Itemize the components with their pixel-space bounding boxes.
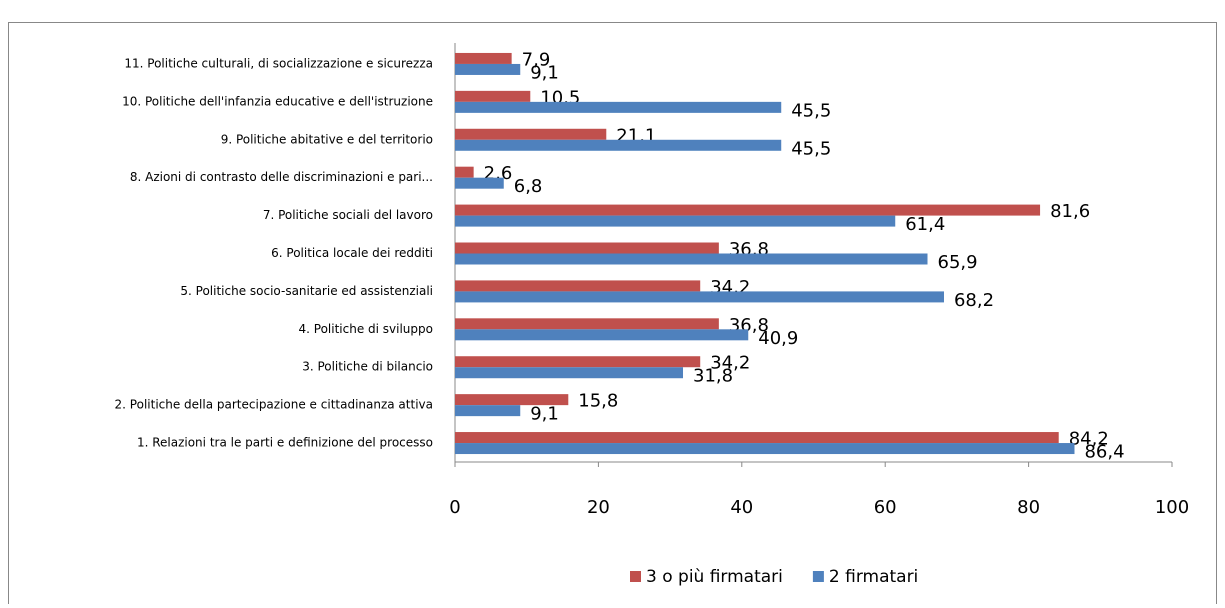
value-label: 6,8 bbox=[514, 176, 543, 197]
value-label: 84,2 bbox=[1069, 429, 1109, 450]
bar bbox=[455, 253, 928, 265]
category-label: 9. Politiche abitative e del territorio bbox=[221, 132, 433, 146]
legend-label: 2 firmatari bbox=[829, 567, 918, 587]
bar bbox=[455, 367, 684, 379]
category-label: 2. Politiche della partecipazione e citt… bbox=[115, 398, 433, 412]
value-label: 7,9 bbox=[522, 49, 551, 70]
bar bbox=[455, 101, 782, 113]
category-label: 4. Politiche di sviluppo bbox=[299, 322, 434, 336]
category-label: 6. Politica locale dei redditi bbox=[271, 246, 433, 260]
value-label: 15,8 bbox=[578, 391, 618, 412]
bar bbox=[455, 242, 719, 254]
bar bbox=[455, 356, 701, 368]
bar bbox=[455, 63, 521, 75]
value-label: 9,1 bbox=[530, 62, 559, 83]
bar bbox=[455, 139, 782, 151]
value-label: 65,9 bbox=[938, 252, 978, 273]
value-label: 68,2 bbox=[954, 290, 994, 311]
bar bbox=[455, 128, 607, 140]
legend-swatch bbox=[812, 571, 824, 582]
legend-swatch bbox=[630, 571, 641, 582]
bar bbox=[455, 318, 719, 330]
bar bbox=[455, 405, 521, 417]
bar bbox=[455, 329, 749, 341]
bar bbox=[455, 291, 944, 303]
value-label: 45,5 bbox=[791, 138, 831, 159]
bar bbox=[455, 215, 896, 227]
category-label: 3. Politiche di bilancio bbox=[302, 360, 433, 374]
bar bbox=[455, 166, 474, 178]
category-label: 1. Relazioni tra le parti e definizione … bbox=[137, 436, 433, 450]
value-label: 31,8 bbox=[693, 366, 733, 387]
value-label: 9,1 bbox=[530, 404, 559, 425]
value-label: 34,2 bbox=[710, 353, 750, 374]
legend-label: 3 o più firmatari bbox=[646, 567, 783, 587]
category-label: 5. Politiche socio-sanitarie ed assisten… bbox=[180, 284, 433, 298]
value-label: 86,4 bbox=[1084, 442, 1124, 463]
value-label: 61,4 bbox=[905, 214, 945, 235]
x-tick-label: 40 bbox=[730, 497, 753, 518]
value-label: 81,6 bbox=[1050, 201, 1090, 222]
x-tick-label: 60 bbox=[874, 497, 897, 518]
bar bbox=[455, 280, 701, 292]
x-tick-label: 80 bbox=[1017, 497, 1040, 518]
bar bbox=[455, 432, 1059, 444]
bar bbox=[455, 204, 1041, 216]
x-tick-label: 0 bbox=[449, 497, 460, 518]
x-tick-label: 100 bbox=[1155, 497, 1189, 518]
category-label: 7. Politiche sociali del lavoro bbox=[263, 208, 433, 222]
category-label: 10. Politiche dell'infanzia educative e … bbox=[122, 94, 433, 108]
x-tick-label: 20 bbox=[587, 497, 610, 518]
bar bbox=[455, 443, 1075, 455]
bar bbox=[455, 90, 531, 102]
bar bbox=[455, 177, 504, 189]
chart-frame bbox=[8, 22, 1217, 608]
bar bbox=[455, 52, 512, 64]
bar bbox=[455, 394, 569, 406]
category-label: 8. Azioni di contrasto delle discriminaz… bbox=[130, 170, 433, 184]
category-label: 11. Politiche culturali, di socializzazi… bbox=[124, 56, 433, 70]
value-label: 45,5 bbox=[791, 100, 831, 121]
value-label: 40,9 bbox=[758, 328, 798, 349]
